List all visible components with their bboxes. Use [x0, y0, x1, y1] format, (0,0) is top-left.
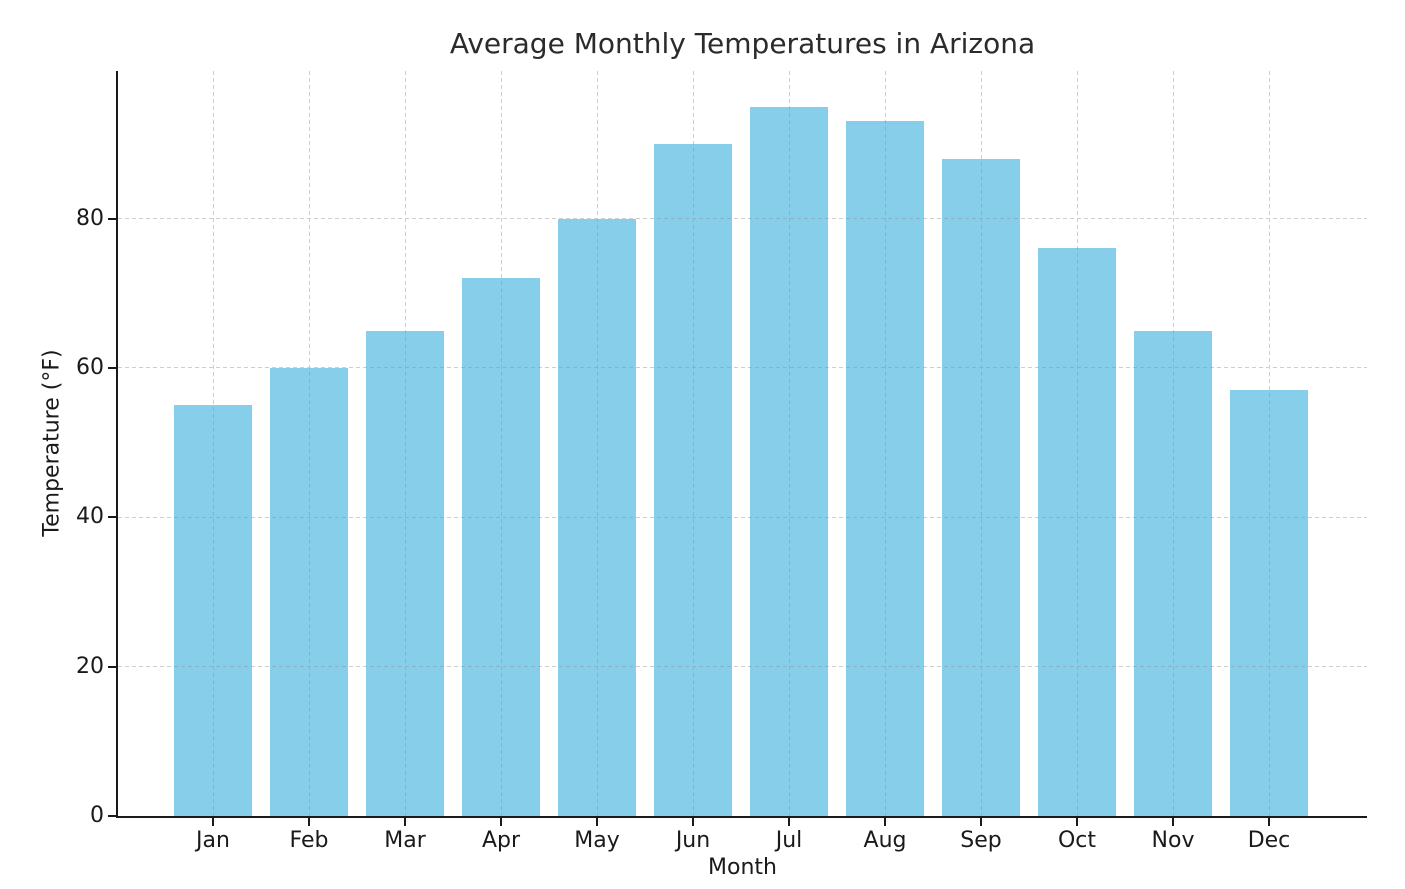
x-tick-label-may: May [574, 828, 620, 853]
x-tick-mark-mar [404, 818, 406, 826]
y-tick-label-20: 20 [76, 653, 104, 679]
x-tick-mark-nov [1172, 818, 1174, 826]
x-tick-mark-jan [212, 818, 214, 826]
bar-jul [750, 106, 828, 816]
bar-feb [270, 367, 348, 816]
x-tick-mark-oct [1076, 818, 1078, 826]
x-ticks-layer: Jan Feb Mar Apr May Jun Jul Aug Sep Oct Nov Dec [118, 71, 1367, 853]
x-axis-spine [116, 816, 1367, 818]
x-axis-label: Month [708, 855, 777, 880]
bar-jun [654, 143, 732, 816]
x-tick-label-oct: Oct [1057, 828, 1097, 853]
bar-dec [1230, 390, 1308, 816]
chart-title: Average Monthly Temperatures in Arizona [449, 27, 1036, 60]
bar-nov [1134, 330, 1212, 816]
x-tick-mark-aug [884, 818, 886, 826]
bars-layer [118, 71, 1367, 816]
y-ticks-layer: 0 20 40 60 80 [76, 71, 1367, 828]
y-tick-label-0: 0 [90, 803, 104, 828]
bar-oct [1038, 248, 1116, 816]
y-tick-mark-60 [108, 366, 116, 369]
y-tick-mark-20 [108, 665, 116, 668]
x-tick-label-mar: Mar [384, 828, 426, 853]
x-tick-label-apr: Apr [481, 828, 521, 853]
y-tick-label-80: 80 [76, 205, 104, 231]
plot-area: 0 20 40 60 80 Jan Feb Mar Apr May Jun Jul Aug Sep Oct… [76, 71, 1367, 853]
x-tick-mark-jun [692, 818, 694, 826]
x-tick-label-jan: Jan [196, 828, 230, 853]
bar-jan [174, 405, 252, 816]
y-axis-spine [116, 71, 118, 818]
y-tick-mark-40 [108, 516, 116, 519]
bar-sep [942, 158, 1020, 816]
bar-may [558, 218, 636, 816]
x-tick-mark-dec [1268, 818, 1270, 826]
x-tick-label-nov: Nov [1151, 828, 1195, 853]
y-tick-mark-0 [108, 815, 116, 817]
x-tick-mark-apr [500, 818, 502, 826]
x-tick-label-feb: Feb [289, 828, 329, 853]
y-tick-mark-80 [108, 217, 116, 220]
bar-apr [462, 278, 540, 816]
bar-aug [846, 121, 924, 816]
x-tick-label-aug: Aug [863, 828, 907, 853]
x-tick-mark-feb [308, 818, 310, 826]
x-tick-label-sep: Sep [960, 828, 1002, 853]
y-tick-label-60: 60 [76, 354, 104, 380]
x-tick-mark-jul [788, 818, 790, 826]
x-tick-mark-may [596, 818, 598, 826]
bar-mar [366, 330, 444, 816]
x-tick-label-dec: Dec [1247, 828, 1291, 853]
x-tick-label-jul: Jul [775, 828, 803, 853]
x-tick-mark-sep [980, 818, 982, 826]
x-tick-label-jun: Jun [675, 828, 711, 853]
y-tick-label-40: 40 [76, 504, 104, 530]
